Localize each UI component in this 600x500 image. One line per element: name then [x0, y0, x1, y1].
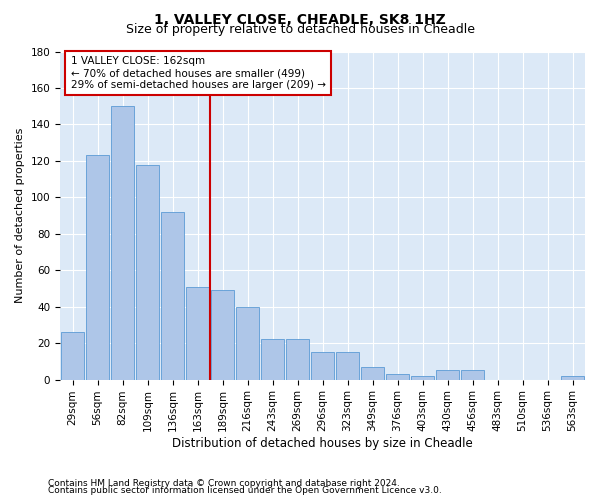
Bar [111, 106, 134, 380]
Bar [161, 212, 184, 380]
Bar [436, 370, 459, 380]
Bar [86, 156, 109, 380]
Text: Contains public sector information licensed under the Open Government Licence v3: Contains public sector information licen… [48, 486, 442, 495]
Bar [286, 340, 309, 380]
Text: 1, VALLEY CLOSE, CHEADLE, SK8 1HZ: 1, VALLEY CLOSE, CHEADLE, SK8 1HZ [154, 12, 446, 26]
Text: 1 VALLEY CLOSE: 162sqm
← 70% of detached houses are smaller (499)
29% of semi-de: 1 VALLEY CLOSE: 162sqm ← 70% of detached… [71, 56, 326, 90]
Bar [261, 340, 284, 380]
Text: Size of property relative to detached houses in Cheadle: Size of property relative to detached ho… [125, 22, 475, 36]
Bar [186, 286, 209, 380]
Bar [411, 376, 434, 380]
Bar [336, 352, 359, 380]
Y-axis label: Number of detached properties: Number of detached properties [15, 128, 25, 303]
Bar [311, 352, 334, 380]
Bar [136, 164, 159, 380]
Text: Contains HM Land Registry data © Crown copyright and database right 2024.: Contains HM Land Registry data © Crown c… [48, 478, 400, 488]
Bar [236, 306, 259, 380]
Bar [461, 370, 484, 380]
Bar [561, 376, 584, 380]
Bar [386, 374, 409, 380]
Bar [361, 367, 384, 380]
Bar [61, 332, 84, 380]
X-axis label: Distribution of detached houses by size in Cheadle: Distribution of detached houses by size … [172, 437, 473, 450]
Bar [211, 290, 234, 380]
